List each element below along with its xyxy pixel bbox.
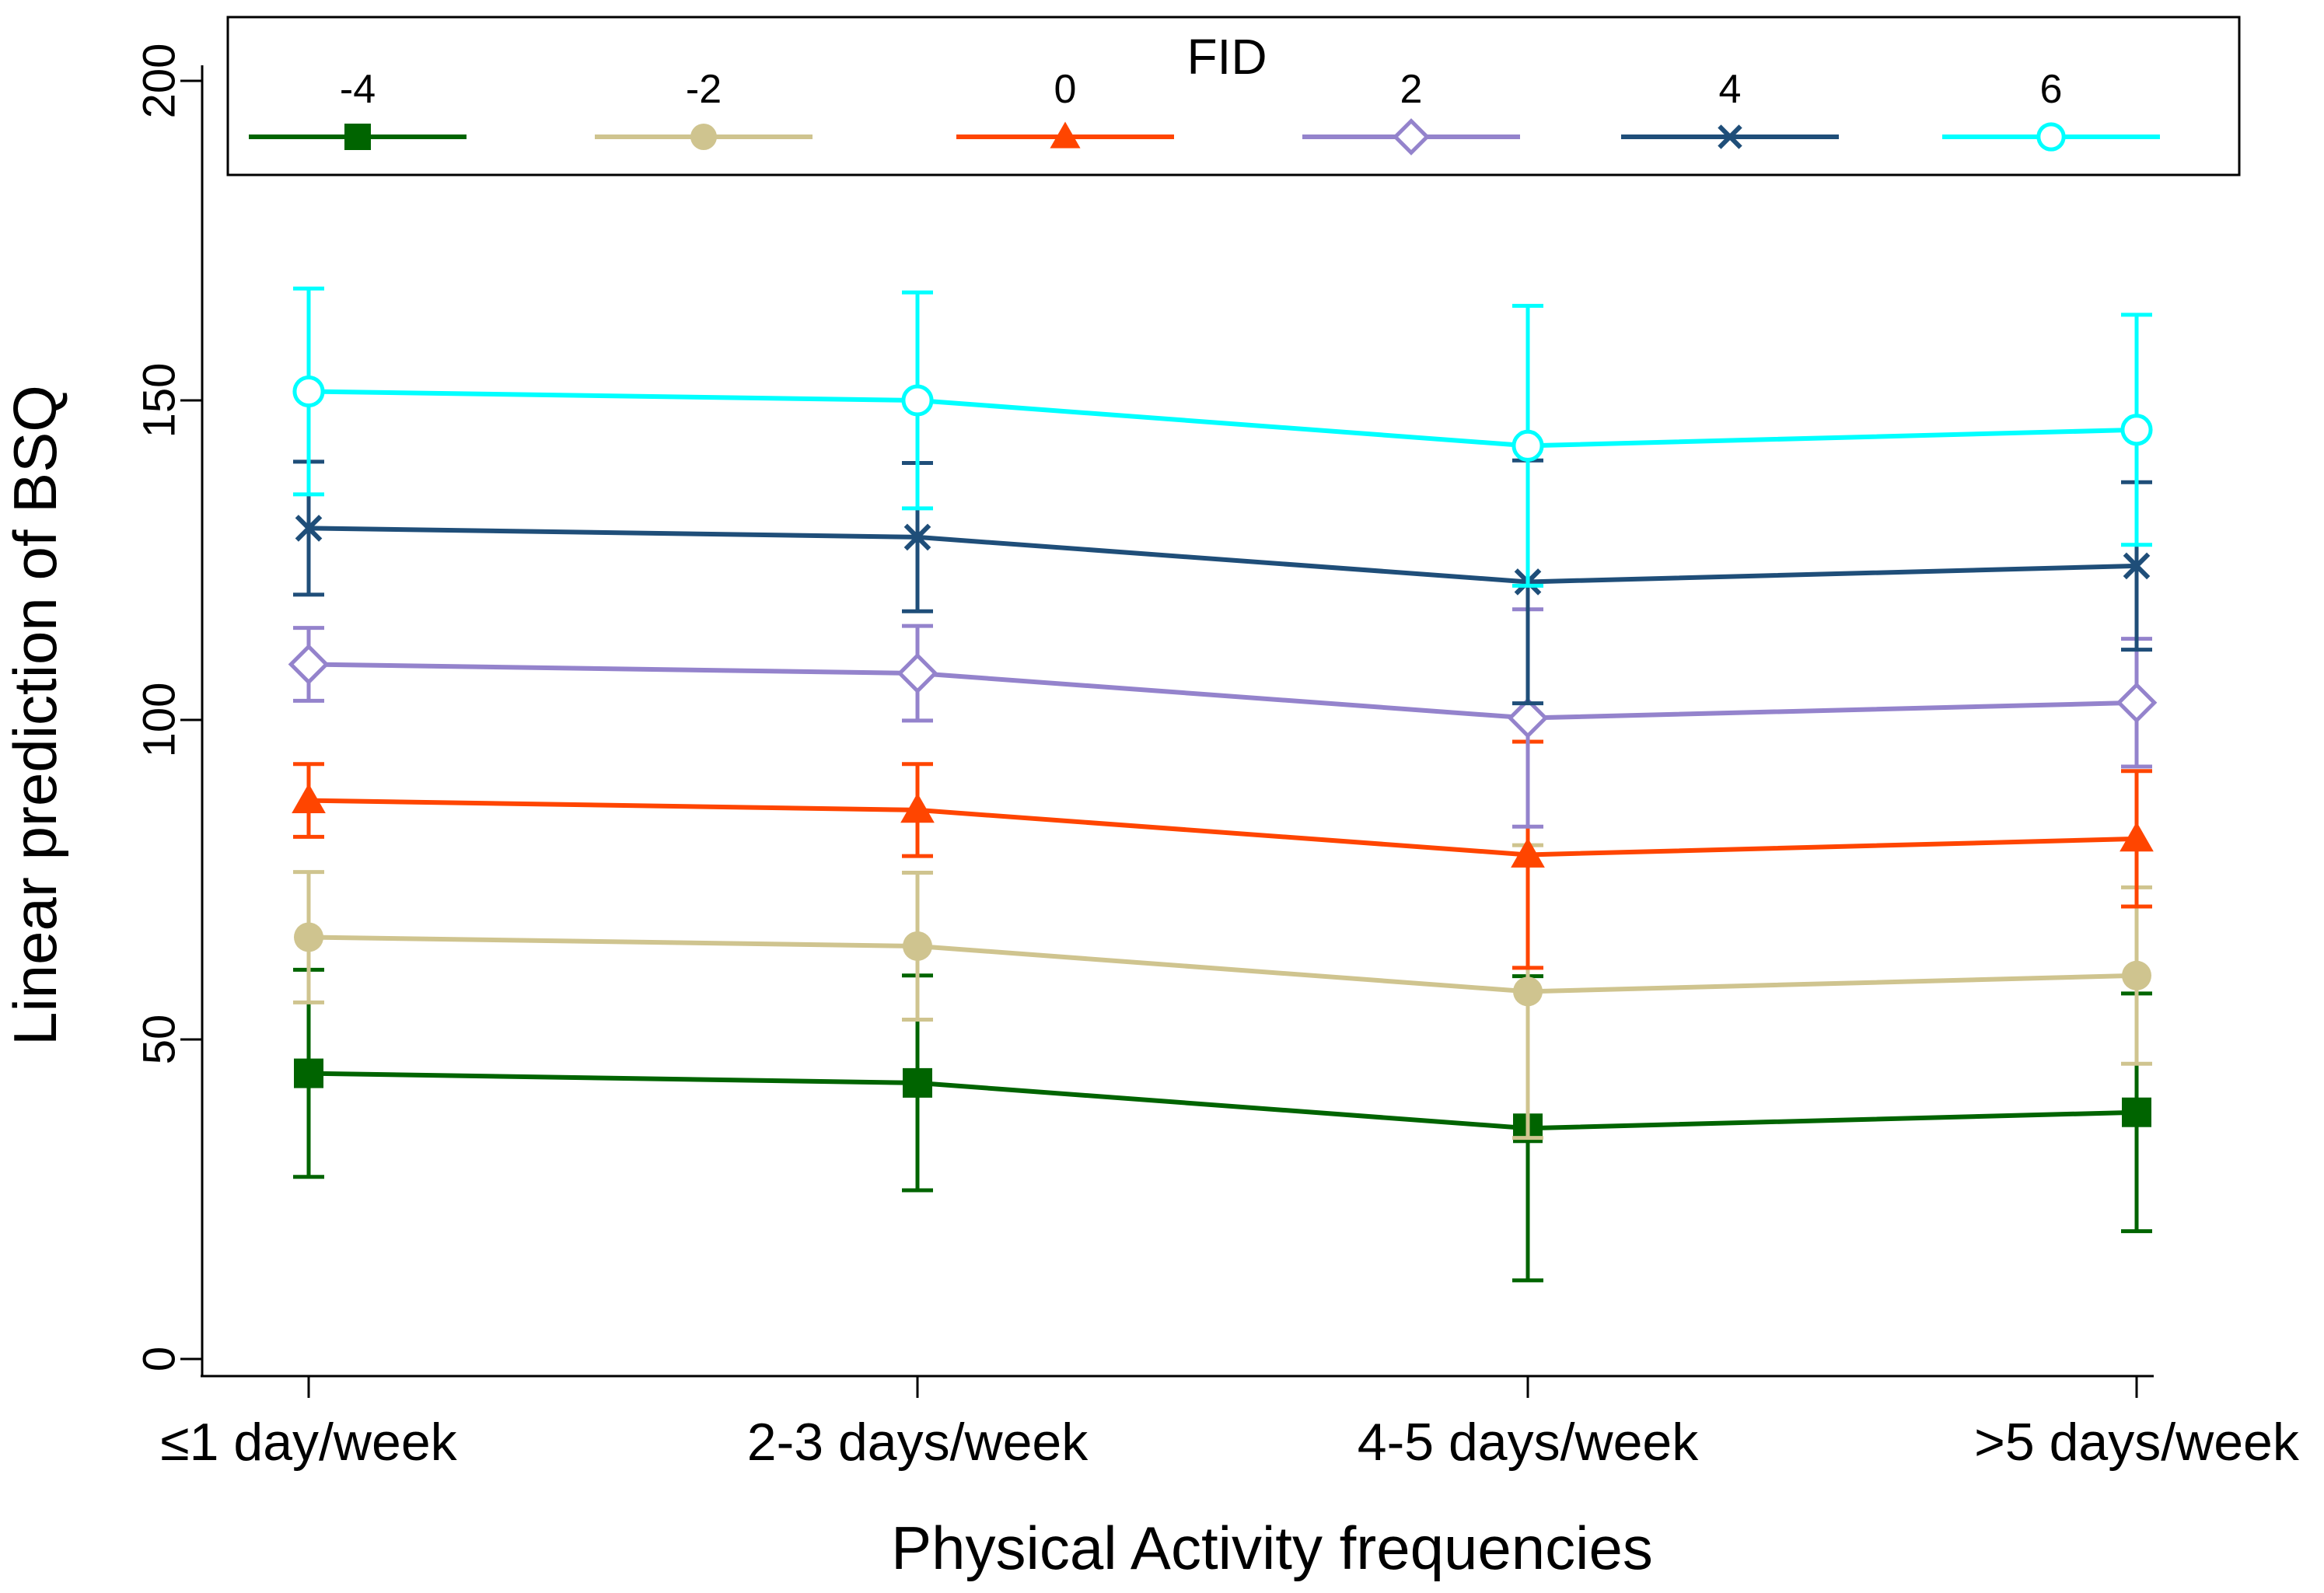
series--2 — [293, 843, 2152, 1141]
marker-shape — [2120, 414, 2153, 446]
y-tick-label: 100 — [135, 683, 185, 758]
series-line — [308, 1071, 2137, 1131]
marker-shape — [896, 652, 938, 694]
x-tick-label: >5 days/week — [1974, 1413, 2300, 1472]
series-line — [308, 798, 2137, 858]
marker-shape — [900, 793, 935, 823]
legend: FID -4 -2 0 2 4 6 — [226, 16, 2241, 176]
marker-shape — [901, 384, 934, 417]
x-tick-label: 4-5 days/week — [1358, 1413, 1699, 1472]
marker-shape — [903, 1067, 932, 1098]
data-point — [1511, 837, 1545, 868]
legend-swatch-marker — [1050, 121, 1081, 148]
marker-shape — [2122, 1097, 2151, 1127]
series-line — [308, 934, 2137, 994]
marker-shape — [2116, 682, 2158, 724]
data-point — [288, 644, 330, 685]
series-2 — [288, 607, 2158, 829]
data-point — [292, 783, 326, 813]
data-point — [295, 515, 323, 542]
legend-swatch-marker — [690, 124, 717, 150]
marker-shape — [903, 523, 931, 551]
series-0 — [292, 739, 2154, 970]
data-point — [903, 1067, 932, 1098]
marker-shape — [1511, 429, 1544, 462]
marker-shape — [295, 515, 323, 542]
data-point — [1511, 429, 1544, 462]
marker-shape — [690, 124, 717, 150]
series--4 — [293, 967, 2152, 1283]
data-point — [1507, 697, 1549, 739]
data-point — [903, 931, 932, 961]
data-point — [2116, 682, 2158, 724]
marker-shape — [1511, 837, 1545, 868]
legend-item--2: -2 — [595, 67, 813, 150]
y-tick-label: 50 — [135, 1015, 185, 1065]
data-point — [2123, 552, 2151, 580]
marker-shape — [2122, 960, 2151, 990]
data-point — [294, 1058, 323, 1088]
series-line — [308, 526, 2137, 585]
legend-label: -4 — [340, 67, 376, 112]
legend-item-0: 0 — [956, 67, 1174, 148]
series-line — [308, 662, 2137, 721]
marker-shape — [903, 931, 932, 961]
marker-shape — [2123, 552, 2151, 580]
series-line — [308, 389, 2137, 449]
legend-swatch-marker — [1393, 118, 1430, 155]
legend-swatch-marker — [2036, 122, 2066, 152]
x-axis-title: Physical Activity frequencies — [891, 1514, 1653, 1582]
data-point — [2122, 960, 2151, 990]
marker-shape — [292, 783, 326, 813]
legend-label: 2 — [1400, 67, 1423, 112]
y-axis-title: Linear prediction of BSQ — [1, 385, 69, 1046]
data-point — [292, 375, 325, 408]
marker-shape — [1718, 124, 1742, 149]
data-point — [294, 922, 323, 952]
legend-swatch-marker — [344, 124, 371, 150]
data-point — [2122, 1097, 2151, 1127]
marker-shape — [1513, 976, 1543, 1007]
axes-group: 0 50 100 150 200 ≤1 day/week 2-3 days/week 4-5 … — [135, 44, 2300, 1472]
x-tick-label: ≤1 day/week — [160, 1413, 457, 1472]
legend-item--4: -4 — [249, 67, 467, 150]
marker-shape — [288, 644, 330, 685]
marker-shape — [344, 124, 371, 150]
marker-shape — [2036, 122, 2066, 152]
marker-shape — [1050, 121, 1081, 148]
data-point — [896, 652, 938, 694]
legend-item-4: 4 — [1621, 67, 1839, 149]
data-point — [900, 793, 935, 823]
legend-label: 6 — [2040, 67, 2063, 112]
data-point — [1513, 976, 1543, 1007]
x-tick-label: 2-3 days/week — [747, 1413, 1089, 1472]
y-tick-label: 150 — [135, 363, 185, 438]
data-point — [901, 384, 934, 417]
y-tick-label: 0 — [135, 1347, 185, 1371]
legend-label: -2 — [686, 67, 722, 112]
marker-shape — [294, 1058, 323, 1088]
data-point — [2120, 822, 2154, 852]
data-point — [903, 523, 931, 551]
legend-label: 0 — [1054, 67, 1077, 112]
legend-box — [226, 16, 2241, 176]
series-group — [288, 286, 2158, 1283]
legend-label: 4 — [1719, 67, 1742, 112]
marker-shape — [1393, 118, 1430, 155]
marker-shape — [294, 922, 323, 952]
y-tick-label: 200 — [135, 44, 185, 119]
data-point — [2120, 414, 2153, 446]
marker-shape — [2120, 822, 2154, 852]
marker-shape — [292, 375, 325, 408]
legend-item-2: 2 — [1302, 67, 1520, 155]
legend-swatch-marker — [1718, 124, 1742, 149]
series-6 — [292, 286, 2153, 588]
legend-title: FID — [1186, 29, 1267, 85]
legend-item-6: 6 — [1942, 67, 2160, 152]
marker-shape — [1507, 697, 1549, 739]
